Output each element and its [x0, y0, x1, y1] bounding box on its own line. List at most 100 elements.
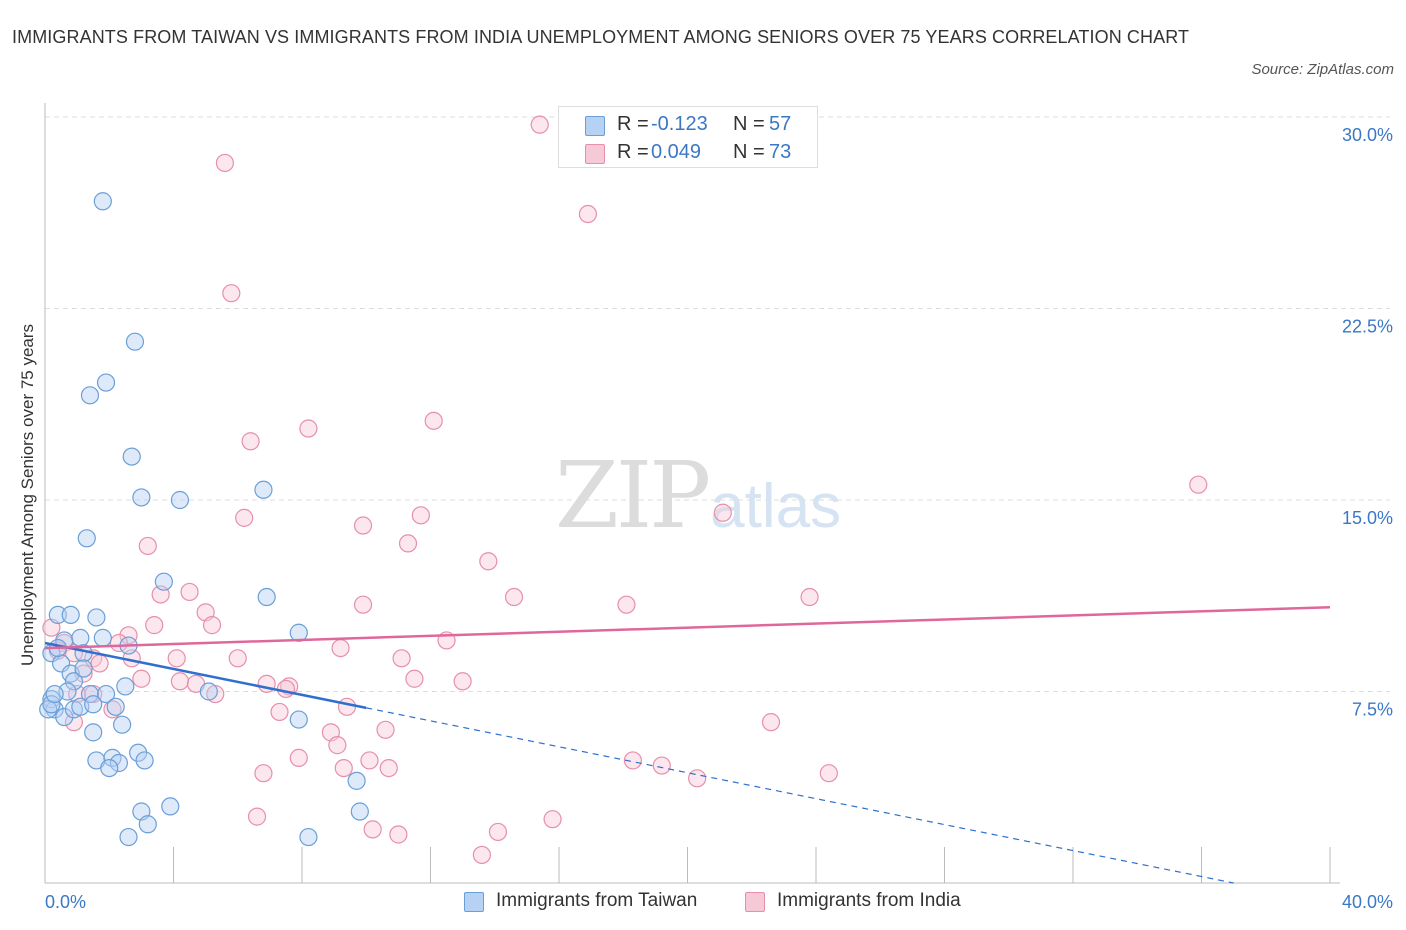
india-point: [334, 758, 353, 778]
india-point: [222, 284, 241, 303]
taiwan-point: [199, 682, 218, 701]
taiwan-point: [135, 751, 154, 770]
india-point: [289, 748, 308, 767]
r-label: R =: [617, 141, 649, 163]
taiwan-point: [106, 697, 125, 716]
india-point: [379, 758, 398, 778]
india-point: [405, 669, 424, 688]
india-point: [389, 825, 408, 844]
india-point: [623, 751, 642, 770]
india-point: [652, 756, 671, 775]
chart-title: IMMIGRANTS FROM TAIWAN VS IMMIGRANTS FRO…: [12, 27, 1190, 47]
india-point: [215, 153, 234, 173]
taiwan-point: [125, 332, 145, 351]
india-point: [170, 672, 190, 691]
taiwan-point: [96, 373, 116, 392]
taiwan-point: [350, 802, 369, 821]
taiwan-point: [84, 695, 103, 714]
legend-label: Immigrants from Taiwan: [496, 890, 698, 911]
trend-lines: [44, 605, 1331, 884]
y-tick-label: 30.0%: [1342, 125, 1393, 145]
taiwan-point: [96, 684, 116, 704]
correlation-legend: R = -0.123 N = 57 R = 0.049 N = 73: [558, 106, 818, 168]
taiwan-point: [119, 827, 138, 847]
taiwan-point: [93, 628, 112, 647]
india-point: [331, 638, 350, 658]
taiwan-trend-projection: [366, 707, 1234, 884]
taiwan-swatch: [464, 892, 484, 912]
taiwan-point: [122, 447, 141, 466]
r-value: 0.049: [651, 141, 702, 163]
taiwan-point: [77, 529, 96, 548]
taiwan-point: [71, 628, 90, 647]
india-point: [363, 820, 382, 839]
india-point: [167, 649, 186, 668]
taiwan-point: [154, 572, 173, 591]
india-point: [398, 534, 418, 553]
india-point: [132, 669, 151, 688]
india-point: [713, 503, 732, 522]
india-trend-line: [44, 605, 1331, 650]
india-point: [360, 751, 379, 770]
taiwan-point: [64, 672, 84, 691]
taiwan-point: [74, 659, 93, 678]
taiwan-point: [132, 488, 151, 507]
india-point: [254, 764, 273, 783]
taiwan-point: [55, 707, 74, 727]
taiwan-point: [84, 723, 103, 742]
india-point: [228, 649, 247, 668]
india-point: [530, 115, 549, 134]
taiwan-point: [138, 815, 157, 834]
india-point: [504, 587, 524, 607]
india-point: [145, 616, 164, 635]
r-label: R =: [617, 113, 649, 135]
taiwan-trend-line: [44, 641, 367, 710]
india-point: [337, 697, 357, 716]
taiwan-point: [45, 700, 64, 719]
taiwan-point: [80, 386, 100, 405]
taiwan-point: [289, 710, 308, 729]
india-point: [472, 845, 491, 865]
india-point: [270, 702, 289, 722]
india-point: [119, 626, 138, 645]
tick-labels: 7.5% 15.0% 22.5% 30.0% 0.0% 40.0%: [45, 125, 1393, 912]
india-point: [247, 807, 267, 826]
taiwan-point: [347, 771, 366, 790]
india-point: [64, 713, 84, 732]
india-point: [578, 204, 598, 224]
india-points: [42, 115, 1208, 865]
india-point: [180, 582, 199, 602]
india-swatch: [745, 892, 765, 912]
taiwan-point: [42, 695, 61, 714]
taiwan-point: [170, 490, 190, 510]
taiwan-point: [254, 480, 273, 499]
india-point: [617, 595, 636, 614]
india-point: [241, 432, 260, 451]
india-point: [800, 587, 819, 607]
series-legend: Immigrants from Taiwan Immigrants from I…: [0, 890, 1406, 916]
source-label: Source: ZipAtlas.com: [1251, 61, 1394, 78]
taiwan-point: [257, 587, 276, 607]
india-point: [299, 419, 318, 438]
india-point: [761, 713, 781, 732]
legend-label: Immigrants from India: [777, 890, 961, 911]
india-point: [202, 616, 222, 635]
taiwan-points: [39, 192, 369, 847]
india-point: [488, 822, 508, 842]
india-point: [90, 654, 109, 673]
n-label: N =: [733, 141, 765, 163]
india-point: [688, 769, 707, 788]
india-point: [1189, 475, 1208, 494]
taiwan-point: [48, 605, 67, 625]
r-value: -0.123: [651, 113, 708, 135]
india-point: [376, 720, 395, 739]
india-point: [353, 516, 373, 535]
india-point: [138, 536, 157, 556]
taiwan-swatch: [585, 116, 605, 136]
n-value: 57: [769, 113, 792, 135]
grid-lines: [45, 116, 1390, 692]
taiwan-point: [80, 684, 100, 704]
india-point: [479, 552, 498, 571]
india-swatch: [585, 144, 605, 164]
